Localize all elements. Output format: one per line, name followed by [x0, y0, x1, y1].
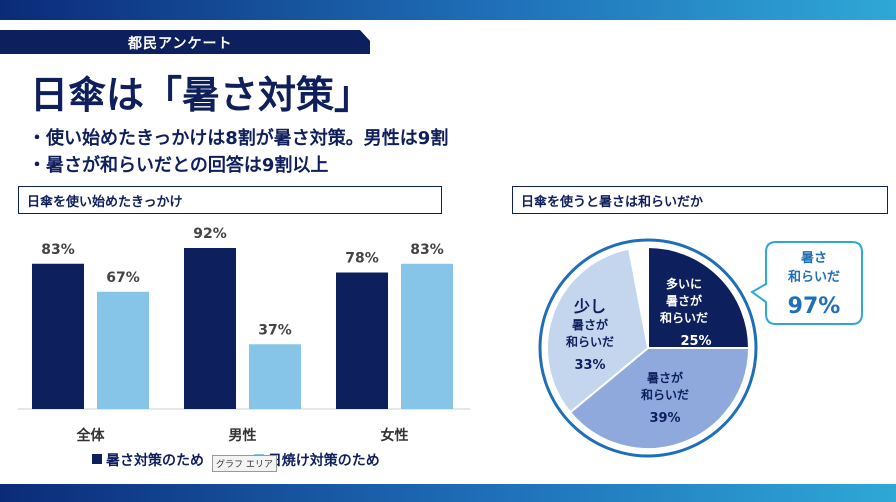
section-tag: 都民アンケート — [0, 30, 370, 54]
bar-0-1 — [97, 291, 149, 409]
bar-0-0 — [32, 263, 84, 409]
pie-outer-ring — [538, 238, 758, 458]
category-label: 男性 — [229, 427, 257, 444]
bar-value-label: 37% — [258, 322, 292, 338]
pie-chart-title: 日傘を使うと暑さは和らいだか — [521, 195, 704, 210]
pie-slice-value: 33% — [574, 358, 605, 373]
callout-value: 97% — [788, 294, 841, 319]
chart-area-tooltip: グラフ エリア — [212, 455, 277, 472]
bar-chart[interactable]: 83% 67% 全体 92% 37% 男性 78% 83% 女性 — [18, 226, 470, 444]
pie-slice-0 — [647, 245, 751, 349]
bar-1-0 — [184, 248, 236, 409]
pie-slice-value: 39% — [649, 411, 680, 426]
callout-label: 暑さ — [800, 251, 827, 266]
pie-slice-2 — [546, 247, 650, 414]
callout-label: 和らいだ — [788, 269, 840, 285]
bar-value-label: 67% — [106, 270, 140, 286]
legend-swatch-heat — [92, 454, 102, 464]
bar-1-1 — [249, 344, 301, 409]
pie-slice-label: 暑さが — [666, 293, 702, 308]
bar-2-1 — [401, 263, 453, 409]
legend-label-sun: 日焼け対策のため — [267, 453, 380, 469]
category-label: 女性 — [381, 427, 409, 444]
bar-chart-title: 日傘を使い始めたきっかけ — [27, 195, 183, 210]
top-banner — [0, 0, 896, 20]
pie-slice-label: 少し — [573, 297, 606, 316]
pie-slice-value: 25% — [680, 334, 711, 349]
pie-slice-label: 和らいだ — [659, 310, 708, 325]
pie-chart[interactable]: 多いに暑さが和らいだ25%暑さが和らいだ39%少し暑さが和らいだ33%暑さ和らい… — [538, 238, 863, 458]
pie-slice-label: 和らいだ — [565, 334, 614, 349]
bar-value-label: 83% — [410, 242, 444, 258]
pie-chart-title-box: 日傘を使うと暑さは和らいだか — [512, 186, 888, 214]
category-label: 全体 — [76, 427, 106, 444]
callout-bubble — [750, 241, 863, 325]
page-title: 日傘は「暑さ対策」 — [30, 73, 373, 117]
bar-chart-legend: 暑さ対策のため 日焼け対策のため — [92, 450, 380, 470]
pie-slice-label: 暑さが — [647, 370, 683, 385]
bar-value-label: 92% — [193, 226, 227, 242]
pie-slice-label: 多いに — [666, 276, 702, 291]
bar-2-0 — [336, 272, 388, 409]
bar-value-label: 78% — [345, 251, 379, 267]
bullet-point-2: ・暑さが和らいだとの回答は9割以上 — [28, 155, 329, 176]
bottom-banner — [0, 484, 896, 502]
pie-slice-1 — [568, 347, 751, 450]
bullet-point-1: ・使い始めたきっかけは8割が暑さ対策。男性は9割 — [28, 128, 449, 149]
bar-value-label: 83% — [41, 242, 75, 258]
legend-label-heat: 暑さ対策のため — [106, 453, 204, 469]
pie-slice-label: 暑さが — [572, 317, 608, 332]
section-tag-label: 都民アンケート — [128, 36, 233, 52]
bar-chart-title-box: 日傘を使い始めたきっかけ — [18, 186, 442, 214]
pie-slice-label: 和らいだ — [640, 387, 689, 402]
